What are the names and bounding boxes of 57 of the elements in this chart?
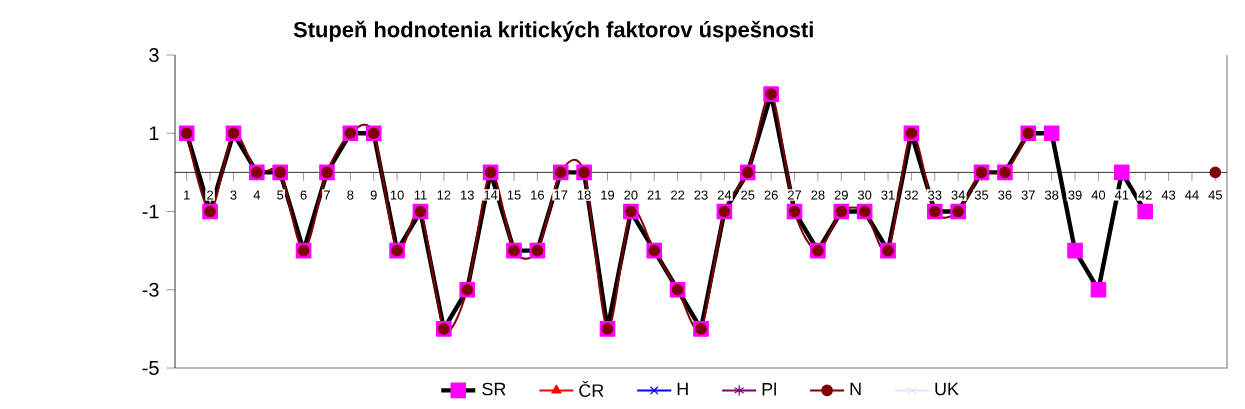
y-tick-label: -1: [142, 204, 159, 219]
x-tick-label: 32: [904, 190, 918, 200]
x-tick-label: 13: [461, 190, 474, 200]
x-tick-label: 5: [277, 190, 284, 200]
x-tick-label: 11: [414, 190, 427, 200]
x-tick-label: 44: [1185, 190, 1199, 200]
x-tick-label: 23: [694, 190, 708, 200]
x-tick-label: 21: [647, 190, 661, 200]
x-tick-label: 43: [1161, 190, 1176, 200]
y-tick-label: 3: [149, 47, 159, 63]
x-tick-label: 31: [881, 190, 895, 200]
x-tick-label: 36: [998, 190, 1012, 200]
legend-label: UK: [935, 382, 959, 396]
x-tick-label: 45: [1208, 190, 1222, 200]
x-tick-label: 7: [324, 190, 330, 200]
x-tick-label: 18: [577, 190, 591, 200]
x-tick-label: 35: [974, 190, 989, 200]
x-tick-label: 1: [184, 190, 190, 200]
x-tick-label: 41: [1114, 190, 1129, 200]
x-tick-label: 19: [601, 190, 615, 200]
x-tick-label: 16: [531, 190, 544, 200]
x-tick-label: 28: [811, 190, 825, 200]
legend-label: H: [677, 382, 688, 396]
legend-label: Pl: [762, 382, 776, 396]
legend-label: N: [850, 382, 861, 396]
x-tick-label: 2: [207, 190, 213, 200]
x-tick-label: 37: [1021, 190, 1035, 200]
x-tick-label: 4: [253, 190, 261, 200]
y-tick-label: 1: [149, 126, 159, 141]
x-tick-label: 24: [717, 190, 732, 200]
x-tick-label: 42: [1138, 190, 1152, 200]
x-tick-label: 14: [484, 190, 498, 200]
x-tick-label: 39: [1068, 190, 1082, 200]
x-tick-label: 30: [857, 190, 872, 200]
y-tick-label: -3: [142, 282, 159, 297]
x-tick-label: 10: [390, 190, 404, 200]
x-tick-label: 40: [1091, 190, 1106, 200]
x-tick-label: 29: [834, 190, 848, 200]
x-tick-label: 3: [230, 190, 237, 200]
x-tick-label: 25: [741, 190, 755, 200]
legend-label: ČR: [579, 381, 604, 397]
x-tick-label: 26: [764, 190, 778, 200]
x-tick-label: 27: [787, 190, 802, 200]
x-tick-label: 38: [1044, 190, 1059, 200]
x-tick-label: 8: [347, 190, 354, 200]
x-tick-label: 20: [624, 190, 638, 200]
x-tick-label: 6: [300, 190, 307, 200]
x-tick-label: 9: [370, 190, 377, 200]
x-tick-label: 22: [671, 190, 685, 200]
chart-title: Stupeň hodnotenia kritických faktorov úspešnosti: [293, 20, 813, 42]
x-tick-label: 34: [951, 190, 965, 200]
x-tick-label: 15: [507, 190, 521, 200]
x-tick-label: 12: [437, 190, 451, 200]
x-tick-label: 17: [554, 190, 568, 200]
y-tick-label: -5: [142, 361, 159, 375]
x-tick-label: 33: [928, 190, 942, 200]
legend-label: SR: [482, 382, 506, 396]
